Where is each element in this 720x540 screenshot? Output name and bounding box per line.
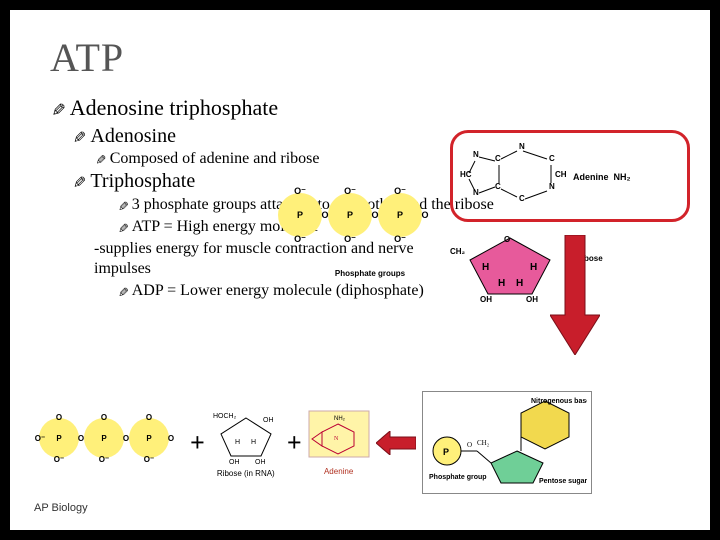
red-left-arrow-icon: [376, 431, 416, 455]
svg-text:O: O: [321, 210, 328, 220]
svg-text:H: H: [482, 262, 489, 273]
svg-text:O: O: [371, 210, 378, 220]
red-arrow-icon: [550, 235, 600, 355]
plus-sign-2: +: [287, 428, 302, 458]
svg-text:C: C: [495, 154, 501, 163]
svg-text:O: O: [56, 413, 62, 422]
svg-text:O⁻: O⁻: [99, 455, 109, 464]
svg-text:P: P: [297, 210, 303, 220]
bullet-l4c: ADP = Lower energy molecule (diphosphate…: [116, 281, 496, 301]
svg-text:Pentose sugar: Pentose sugar: [539, 478, 587, 485]
svg-text:P: P: [443, 447, 449, 457]
svg-text:O⁻: O⁻: [294, 234, 306, 244]
svg-text:O⁻: O⁻: [394, 234, 406, 244]
svg-text:O⁻: O⁻: [344, 186, 356, 196]
svg-text:Phosphate group: Phosphate group: [429, 474, 487, 481]
svg-text:P: P: [397, 210, 403, 220]
phosphate-chain-icon: P P P O⁻ O⁻ O⁻ O⁻ O⁻ O⁻ O O O: [270, 180, 470, 270]
nucleotide-diagram-box: Nitrogenous base Pentose sugar P Phospha…: [422, 391, 592, 494]
svg-text:C: C: [549, 154, 555, 163]
svg-text:H: H: [530, 262, 537, 273]
svg-text:Nitrogenous base: Nitrogenous base: [531, 398, 587, 405]
ribose-small-block: HOCH₂ OH OH OH H H Ribose (in RNA): [211, 408, 281, 478]
adenine-structure-icon: N C N C C C N HC N CH: [459, 137, 569, 217]
svg-text:CH: CH: [555, 170, 567, 179]
svg-text:O: O: [504, 235, 510, 244]
svg-text:OH: OH: [255, 459, 266, 464]
svg-text:P: P: [146, 434, 152, 443]
svg-text:O⁻: O⁻: [35, 434, 45, 443]
svg-text:O⁻: O⁻: [144, 455, 154, 464]
svg-text:O: O: [78, 434, 84, 443]
svg-text:O: O: [101, 413, 107, 422]
triphosphate-icon: P P P O O O O⁻ O⁻ O⁻ O⁻ O O O: [34, 408, 184, 478]
ribose-rna-label: Ribose (in RNA): [211, 469, 281, 478]
svg-text:H: H: [498, 278, 505, 289]
bottom-formula-row: P P P OOO O⁻O⁻O⁻ O⁻ OOO + HOCH₂ OH OH OH…: [34, 391, 686, 494]
adenine-small-icon: NH₂ N: [308, 410, 370, 462]
svg-text:OH: OH: [480, 295, 492, 304]
plus-sign-1: +: [190, 428, 205, 458]
svg-text:O⁻: O⁻: [344, 234, 356, 244]
svg-text:OH: OH: [229, 459, 240, 464]
svg-text:H: H: [516, 278, 523, 289]
svg-text:N: N: [473, 150, 479, 159]
svg-text:N: N: [549, 182, 555, 191]
svg-text:H: H: [251, 439, 256, 446]
svg-text:O: O: [168, 434, 174, 443]
svg-text:N: N: [519, 142, 525, 151]
adenine-highlight-box: N C N C C C N HC N CH: [450, 130, 690, 222]
svg-text:O⁻: O⁻: [294, 186, 306, 196]
svg-text:P: P: [101, 434, 107, 443]
adenine-label: Adenine NH₂: [573, 172, 631, 182]
ribose-small-icon: HOCH₂ OH OH OH H H: [211, 408, 281, 464]
svg-text:OH: OH: [263, 417, 274, 424]
svg-text:CH₂: CH₂: [477, 439, 490, 447]
slide-title: ATP: [50, 34, 670, 81]
footer-label: AP Biology: [34, 502, 88, 514]
svg-text:O: O: [467, 441, 472, 449]
svg-text:OH: OH: [526, 295, 538, 304]
svg-text:P: P: [56, 434, 62, 443]
nucleotide-generic-icon: Nitrogenous base Pentose sugar P Phospha…: [427, 395, 587, 485]
svg-text:N: N: [334, 436, 339, 442]
slide: ATP Adenosine triphosphate Adenosine Com…: [10, 10, 710, 530]
svg-text:O: O: [146, 413, 152, 422]
svg-text:NH₂: NH₂: [334, 416, 346, 422]
phosphate-groups-label: Phosphate groups: [270, 269, 470, 278]
svg-text:H: H: [235, 439, 240, 446]
svg-text:HOCH₂: HOCH₂: [213, 413, 237, 420]
svg-text:P: P: [347, 210, 353, 220]
svg-text:O⁻: O⁻: [54, 455, 64, 464]
phosphate-groups-diagram: P P P O⁻ O⁻ O⁻ O⁻ O⁻ O⁻ O O O Phosphate …: [270, 180, 470, 278]
svg-text:O: O: [123, 434, 129, 443]
svg-text:O: O: [421, 210, 428, 220]
bullet-l1: Adenosine triphosphate: [50, 95, 670, 121]
svg-text:O⁻: O⁻: [394, 186, 406, 196]
adenine-small-label: Adenine: [308, 467, 370, 476]
svg-text:C: C: [495, 182, 501, 191]
adenine-small-block: NH₂ N Adenine: [308, 410, 370, 476]
svg-text:C: C: [519, 194, 525, 203]
